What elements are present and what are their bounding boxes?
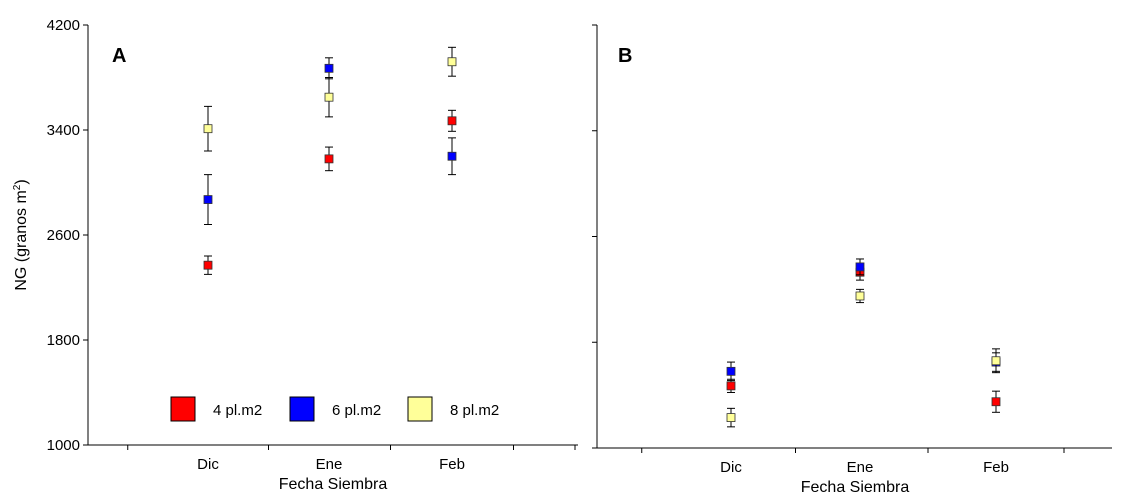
panel-b-point: [726, 381, 736, 391]
panel-a-point: [447, 116, 457, 126]
panel-a-x-tick-label: Feb: [439, 456, 465, 473]
panel-b-point: [855, 262, 865, 272]
panel-b-point: [726, 413, 736, 422]
panel-b-point: [855, 291, 865, 301]
panel-a-marks: [203, 46, 457, 275]
panel-b-marks: [726, 258, 1001, 428]
panel-b-x-tick-label: Feb: [983, 459, 1009, 476]
panel-a-point: [324, 92, 334, 102]
panel-a-point: [447, 151, 457, 161]
panel-b-point: [991, 397, 1001, 407]
panel-b-x-ticks: Dic Ene Feb: [641, 448, 1065, 476]
panel-b-x-tick-label: Dic: [720, 459, 742, 476]
panel-a-y-tick-label: 4200: [47, 17, 80, 34]
panel-a: A 1000 1800 2600 3400 4200 Dic Ene Feb Fecha S…: [12, 17, 578, 493]
legend-swatch: [170, 396, 196, 422]
legend-label: 8 pl.m2: [450, 402, 499, 419]
panel-a-point: [203, 124, 213, 134]
panel-b-x-tick-label: Ene: [847, 459, 874, 476]
panel-a-x-tick-label: Ene: [316, 456, 343, 473]
panel-a-point: [324, 63, 334, 73]
panel-a-label: A: [112, 45, 126, 67]
legend-swatch: [289, 396, 315, 422]
legend-swatch: [407, 396, 433, 422]
panel-b: B Dic Ene Feb Fecha Siembra: [592, 24, 1112, 496]
panel-b-label: B: [618, 45, 632, 67]
legend-label: 6 pl.m2: [332, 402, 381, 419]
panel-b-y-ticks: [592, 24, 597, 449]
panel-a-x-axis-title: Fecha Siembra: [279, 476, 388, 493]
panel-a-y-tick-label: 1000: [47, 437, 80, 454]
panel-b-point: [991, 356, 1001, 366]
legend: 4 pl.m2 6 pl.m2 8 pl.m2: [170, 396, 499, 422]
panel-a-y-tick-label: 3400: [47, 122, 80, 139]
legend-label: 4 pl.m2: [213, 402, 262, 419]
panel-a-y-axis-title-sup: 2: [12, 184, 23, 190]
panel-b-x-axis-title: Fecha Siembra: [801, 479, 910, 496]
panel-a-point: [324, 154, 334, 164]
panel-a-point: [447, 57, 457, 67]
panel-a-y-axis-title-close: ): [13, 179, 30, 184]
panel-a-y-tick-label: 2600: [47, 227, 80, 244]
panel-a-x-tick-label: Dic: [197, 456, 219, 473]
panel-a-y-axis-title-main: NG (granos m: [13, 190, 30, 290]
panel-a-y-axis-title: NG (granos m2): [12, 179, 30, 290]
panel-a-y-ticks: 1000 1800 2600 3400 4200: [47, 17, 88, 454]
panel-a-x-ticks: Dic Ene Feb: [127, 445, 576, 473]
panel-a-y-tick-label: 1800: [47, 332, 80, 349]
panel-a-point: [203, 195, 213, 204]
panel-b-point: [726, 366, 736, 376]
panel-a-point: [203, 260, 213, 270]
